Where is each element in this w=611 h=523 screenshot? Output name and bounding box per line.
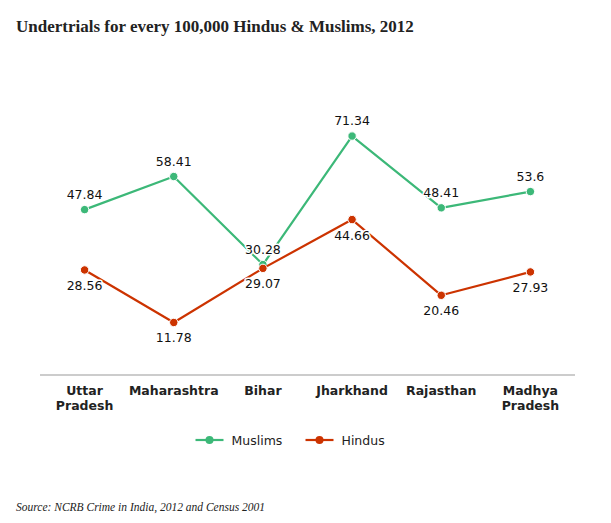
data-label: 58.41 xyxy=(156,154,192,169)
data-label: 20.46 xyxy=(423,303,459,318)
x-tick-label-line: Rajasthan xyxy=(406,383,476,398)
series-marker xyxy=(526,187,534,195)
x-tick-label-line: Maharashtra xyxy=(129,383,219,398)
x-tick-label: UttarPradesh xyxy=(56,383,114,413)
x-tick-label: MadhyaPradesh xyxy=(502,383,560,413)
chart: Undertrials for every 100,000 Hindus & M… xyxy=(0,0,611,523)
data-label: 48.41 xyxy=(423,185,459,200)
legend-label: Hindus xyxy=(342,433,385,448)
series-marker xyxy=(80,266,88,274)
data-label: 44.66 xyxy=(334,228,370,243)
x-tick-label-line: Madhya xyxy=(503,383,558,398)
data-label: 11.78 xyxy=(156,330,192,345)
series-marker xyxy=(348,132,356,140)
data-label: 29.07 xyxy=(245,276,281,291)
x-axis-line xyxy=(40,375,575,376)
x-tick-label-line: Bihar xyxy=(244,383,282,398)
legend: Muslims Hindus xyxy=(196,433,385,448)
series-marker xyxy=(437,291,445,299)
x-tick-label-line: Pradesh xyxy=(56,398,114,413)
data-label: 53.6 xyxy=(516,169,544,184)
x-tick-label: Maharashtra xyxy=(129,383,219,398)
series-line xyxy=(85,136,531,265)
x-tick-label: Rajasthan xyxy=(406,383,476,398)
series-marker xyxy=(259,264,267,272)
series-marker xyxy=(437,204,445,212)
legend-label: Muslims xyxy=(232,433,283,448)
x-tick-label: Jharkhand xyxy=(315,383,388,398)
data-label: 28.56 xyxy=(67,278,103,293)
plot-area xyxy=(80,132,534,327)
x-tick-label-line: Pradesh xyxy=(502,398,560,413)
series-line xyxy=(85,220,531,323)
legend-marker xyxy=(206,436,214,444)
x-tick-label: Bihar xyxy=(244,383,282,398)
data-label: 27.93 xyxy=(513,280,549,295)
x-tick-label-line: Uttar xyxy=(66,383,104,398)
data-label: 71.34 xyxy=(334,113,370,128)
title: Undertrials for every 100,000 Hindus & M… xyxy=(16,17,414,36)
data-label: 47.84 xyxy=(67,187,103,202)
source: Source: NCRB Crime in India, 2012 and Ce… xyxy=(16,501,265,514)
series-marker xyxy=(348,215,356,223)
series-marker xyxy=(80,205,88,213)
x-tick-label-line: Jharkhand xyxy=(315,383,388,398)
data-label: 30.28 xyxy=(245,242,281,257)
series-marker xyxy=(526,268,534,276)
series-marker xyxy=(170,318,178,326)
legend-marker xyxy=(316,436,324,444)
series-marker xyxy=(170,172,178,180)
